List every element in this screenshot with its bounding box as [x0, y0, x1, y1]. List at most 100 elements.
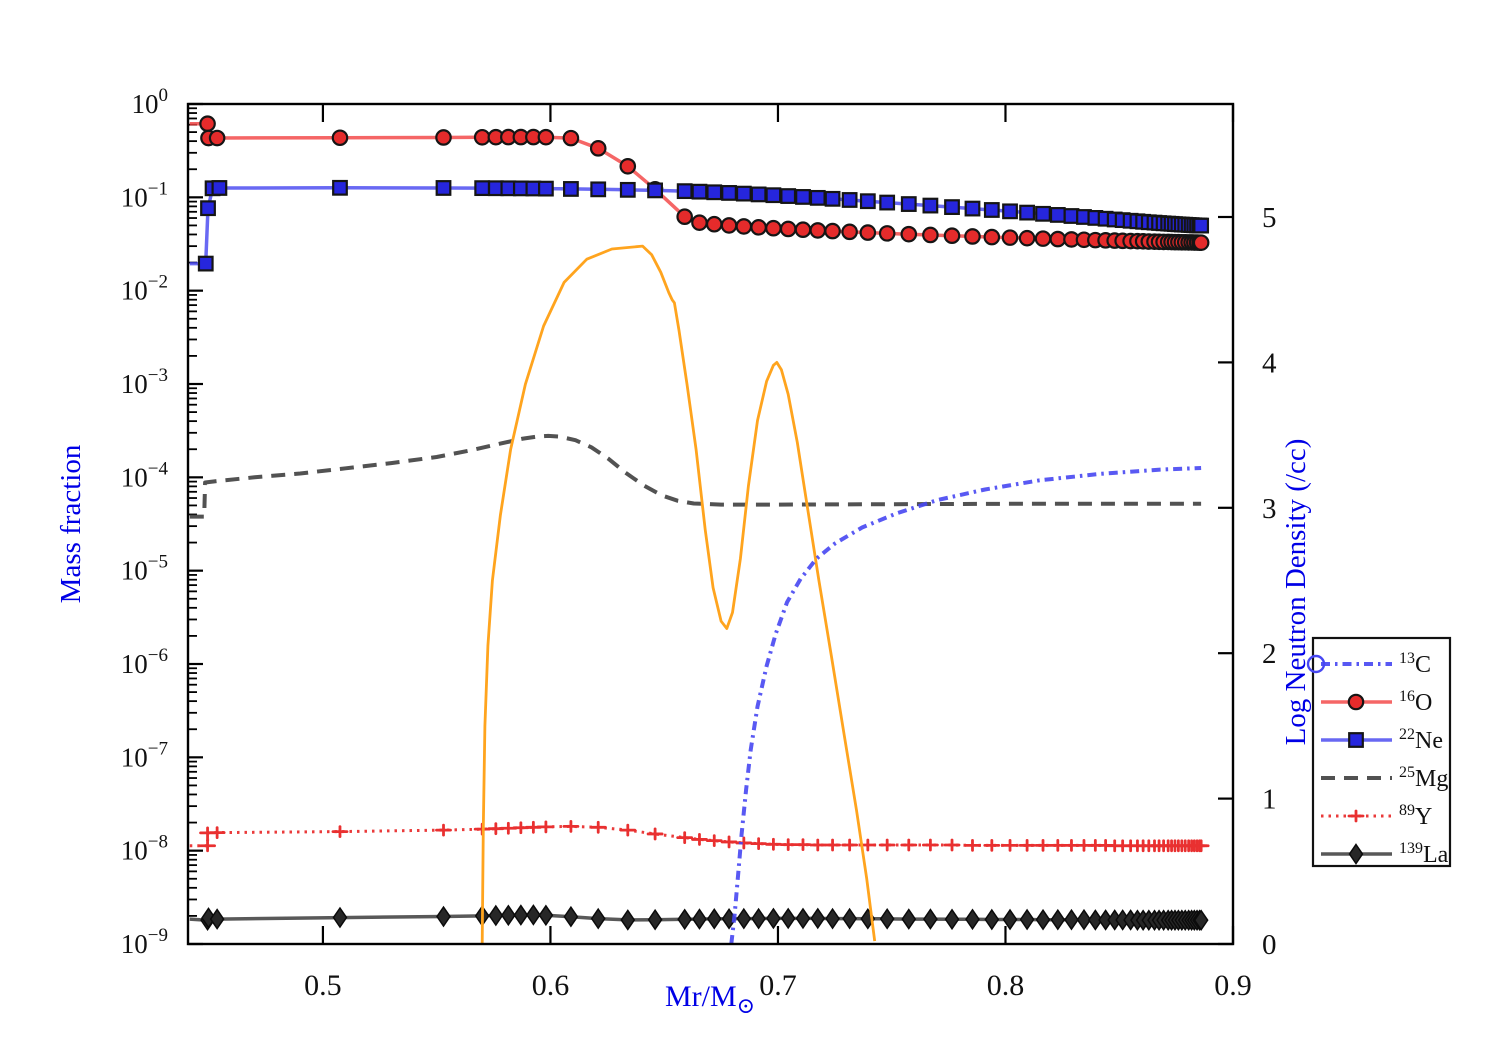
marker-circle [794, 221, 812, 239]
legend-entry-O16: 16O [1321, 688, 1432, 716]
marker-diamond [944, 908, 960, 931]
marker-diamond [751, 907, 767, 930]
marker-diamond [677, 908, 693, 931]
series-line-neutron_density [480, 244, 877, 944]
marker-square [983, 202, 1000, 218]
marker-square [780, 188, 797, 204]
marker-circle [208, 129, 226, 147]
marker-square [676, 183, 693, 200]
marker-diamond [692, 908, 707, 930]
marker-diamond [538, 904, 554, 927]
marker-square [1193, 217, 1210, 234]
y-left-tick-label: 10−7 [121, 738, 168, 772]
y-left-tick-label: 10−9 [121, 925, 168, 959]
y-right-tick-label: 0 [1262, 929, 1277, 961]
marker-diamond [766, 907, 781, 930]
series-Y89 [189, 819, 1210, 853]
marker-square [211, 180, 228, 196]
marker-diamond [825, 907, 840, 930]
marker-circle [983, 228, 1001, 246]
marker-diamond [1035, 908, 1051, 931]
x-tick-label: 0.9 [1214, 969, 1252, 1002]
y-left-tick-label: 10−4 [121, 458, 169, 492]
y-right-tick-label: 1 [1262, 784, 1277, 816]
marker-circle [562, 129, 580, 147]
marker-diamond [1019, 908, 1035, 931]
marker-diamond [563, 905, 579, 928]
marker-square [735, 185, 752, 202]
marker-diamond [1076, 908, 1092, 931]
marker-square [1019, 204, 1035, 221]
x-tick-label: 0.5 [304, 969, 342, 1002]
marker-diamond [332, 906, 348, 929]
marker-circle [589, 140, 607, 157]
marker-square [809, 189, 826, 206]
marker-circle [922, 226, 939, 244]
series-C13 [729, 466, 1202, 944]
marker-square [750, 186, 767, 203]
marker-diamond [513, 904, 529, 926]
series-neutron_density [480, 244, 877, 944]
legend-entry-Y89: 89Y [1321, 802, 1432, 830]
marker-circle [900, 225, 918, 243]
marker-square [537, 180, 554, 197]
y-right-tick-label: 5 [1262, 202, 1277, 234]
series-Ne22 [189, 179, 1210, 272]
marker-circle [1347, 693, 1365, 711]
legend: 13C 16O 22Ne 25Mg 89Y 139La [1306, 636, 1452, 868]
legend-label-Ne22: 22Ne [1399, 726, 1443, 754]
series-O16 [189, 115, 1210, 251]
marker-circle [779, 220, 797, 238]
marker-diamond [810, 907, 826, 930]
y-left-tick-label: 10−6 [121, 645, 168, 679]
legend-entry-Ne22: 22Ne [1321, 726, 1443, 754]
marker-diamond [706, 908, 722, 930]
x-axis-title: Mr/M⊙ [665, 980, 755, 1018]
marker-square [824, 190, 841, 207]
marker-diamond [984, 908, 1000, 931]
marker-square [619, 181, 636, 198]
marker-diamond [901, 908, 917, 930]
plot-border [186, 102, 1235, 946]
marker-diamond [795, 907, 811, 930]
marker-diamond [1348, 843, 1364, 865]
series-line-Mg25 [189, 433, 1202, 519]
marker-diamond [590, 907, 606, 930]
y-left-tick-label: 10−1 [121, 178, 168, 212]
marker-square [859, 193, 876, 210]
marker-diamond [922, 908, 938, 930]
series-line-C13 [729, 466, 1202, 944]
legend-label-O16: 16O [1399, 688, 1432, 716]
marker-circle [943, 227, 961, 245]
marker-circle [331, 129, 349, 147]
marker-diamond [965, 908, 980, 931]
x-tick-label: 0.6 [532, 969, 570, 1002]
marker-square [706, 184, 723, 201]
marker-square [841, 192, 858, 208]
legend-box [1311, 636, 1452, 868]
marker-diamond [436, 905, 451, 928]
y-left-tick-label: 100 [132, 85, 169, 119]
marker-diamond [1087, 909, 1103, 931]
marker-circle [859, 224, 877, 241]
legend-open-circle-icon [1306, 654, 1326, 674]
marker-circle [1001, 229, 1019, 246]
legend-label-C13: 13C [1399, 650, 1431, 678]
marker-square [879, 194, 896, 211]
marker-square [691, 183, 708, 200]
marker-circle [619, 158, 637, 175]
y-right-tick-label: 2 [1262, 638, 1277, 670]
marker-square [795, 189, 811, 205]
y-left-tick-label: 10−3 [121, 365, 168, 399]
marker-circle [765, 219, 782, 237]
marker-square [900, 196, 917, 212]
marker-square [332, 179, 348, 196]
marker-circle [878, 225, 896, 242]
marker-square [1002, 203, 1018, 220]
y-left-tick-label: 10−2 [121, 272, 168, 306]
marker-square [563, 181, 579, 197]
marker-diamond [879, 908, 895, 930]
marker-circle [964, 228, 981, 245]
x-tick-label: 0.8 [987, 969, 1025, 1002]
